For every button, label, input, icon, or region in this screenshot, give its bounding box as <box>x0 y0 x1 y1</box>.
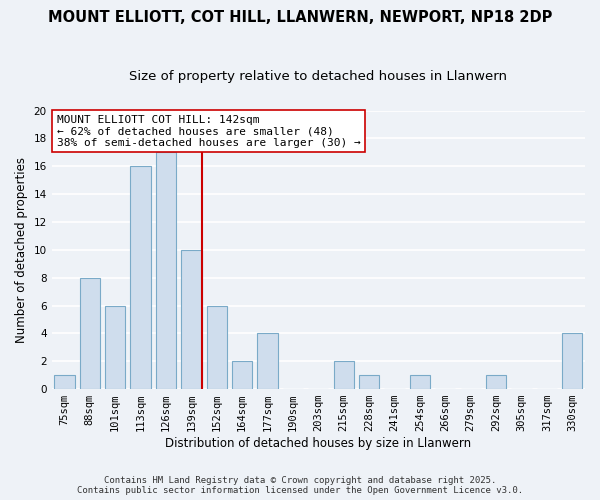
Bar <box>410 375 430 389</box>
Bar <box>156 152 176 389</box>
Bar <box>54 375 74 389</box>
Bar <box>232 361 253 389</box>
Bar <box>334 361 354 389</box>
Title: Size of property relative to detached houses in Llanwern: Size of property relative to detached ho… <box>130 70 508 83</box>
Text: MOUNT ELLIOTT, COT HILL, LLANWERN, NEWPORT, NP18 2DP: MOUNT ELLIOTT, COT HILL, LLANWERN, NEWPO… <box>48 10 552 25</box>
Y-axis label: Number of detached properties: Number of detached properties <box>15 157 28 343</box>
Bar <box>486 375 506 389</box>
Bar <box>130 166 151 389</box>
Bar <box>80 278 100 389</box>
Text: Contains HM Land Registry data © Crown copyright and database right 2025.
Contai: Contains HM Land Registry data © Crown c… <box>77 476 523 495</box>
Bar <box>105 306 125 389</box>
Bar <box>562 334 583 389</box>
Text: MOUNT ELLIOTT COT HILL: 142sqm
← 62% of detached houses are smaller (48)
38% of : MOUNT ELLIOTT COT HILL: 142sqm ← 62% of … <box>57 114 361 148</box>
Bar <box>359 375 379 389</box>
X-axis label: Distribution of detached houses by size in Llanwern: Distribution of detached houses by size … <box>165 437 472 450</box>
Bar <box>181 250 202 389</box>
Bar <box>206 306 227 389</box>
Bar <box>257 334 278 389</box>
